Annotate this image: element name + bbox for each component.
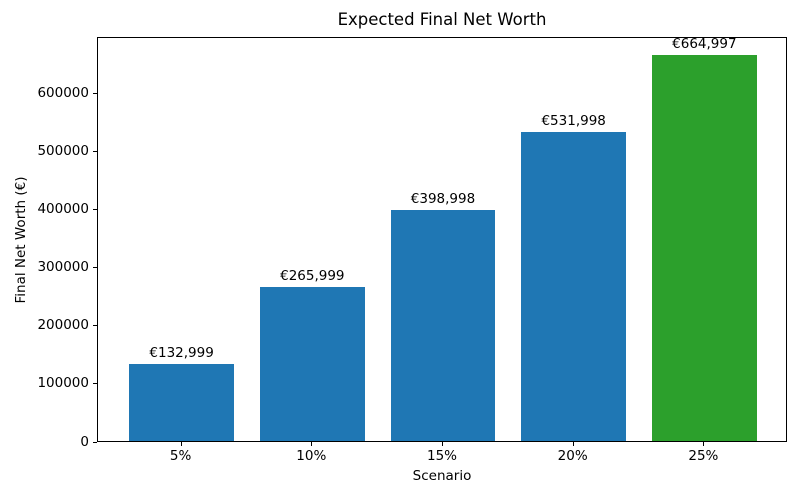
- x-tick-mark: [442, 442, 443, 446]
- y-tick-mark: [93, 151, 97, 153]
- y-tick-label: 0: [80, 433, 89, 450]
- y-tick-label: 500000: [37, 143, 89, 160]
- y-tick-mark: [93, 383, 97, 385]
- y-tick-label: 600000: [37, 85, 89, 102]
- y-tick-mark: [93, 209, 97, 211]
- bar-value-label: €132,999: [149, 344, 214, 361]
- bar-value-label: €664,997: [672, 36, 737, 53]
- bar-value-label: €265,999: [280, 267, 345, 284]
- plot-area: €132,999 €265,999 €398,998 €531,998 €664,997: [97, 37, 787, 442]
- y-tick-label: 300000: [37, 259, 89, 276]
- y-tick-mark: [93, 441, 97, 443]
- y-tick-label: 200000: [37, 317, 89, 334]
- bar: [521, 132, 626, 441]
- chart-title: Expected Final Net Worth: [337, 10, 547, 29]
- bar-value-label: €398,998: [410, 190, 476, 207]
- x-tick-mark: [703, 442, 705, 446]
- x-tick-mark: [311, 442, 313, 446]
- x-tick-label: 10%: [296, 448, 327, 464]
- y-tick-label: 100000: [37, 375, 89, 392]
- x-tick-mark: [572, 442, 574, 446]
- x-tick-mark: [180, 442, 182, 446]
- x-tick-label: 15%: [426, 448, 458, 464]
- x-tick-label: 25%: [688, 448, 719, 464]
- x-axis-label: Scenario: [412, 468, 472, 484]
- bar-value-label: €531,998: [541, 113, 606, 130]
- bar: [652, 55, 757, 441]
- x-tick-label: 5%: [169, 448, 192, 464]
- y-tick-mark: [93, 325, 97, 327]
- y-tick-mark: [93, 93, 97, 95]
- y-tick-mark: [93, 267, 97, 269]
- y-tick-label: 400000: [37, 201, 89, 218]
- bar: [260, 286, 365, 441]
- bar: [129, 363, 234, 441]
- x-tick-label: 20%: [557, 448, 588, 464]
- bar: [390, 209, 496, 441]
